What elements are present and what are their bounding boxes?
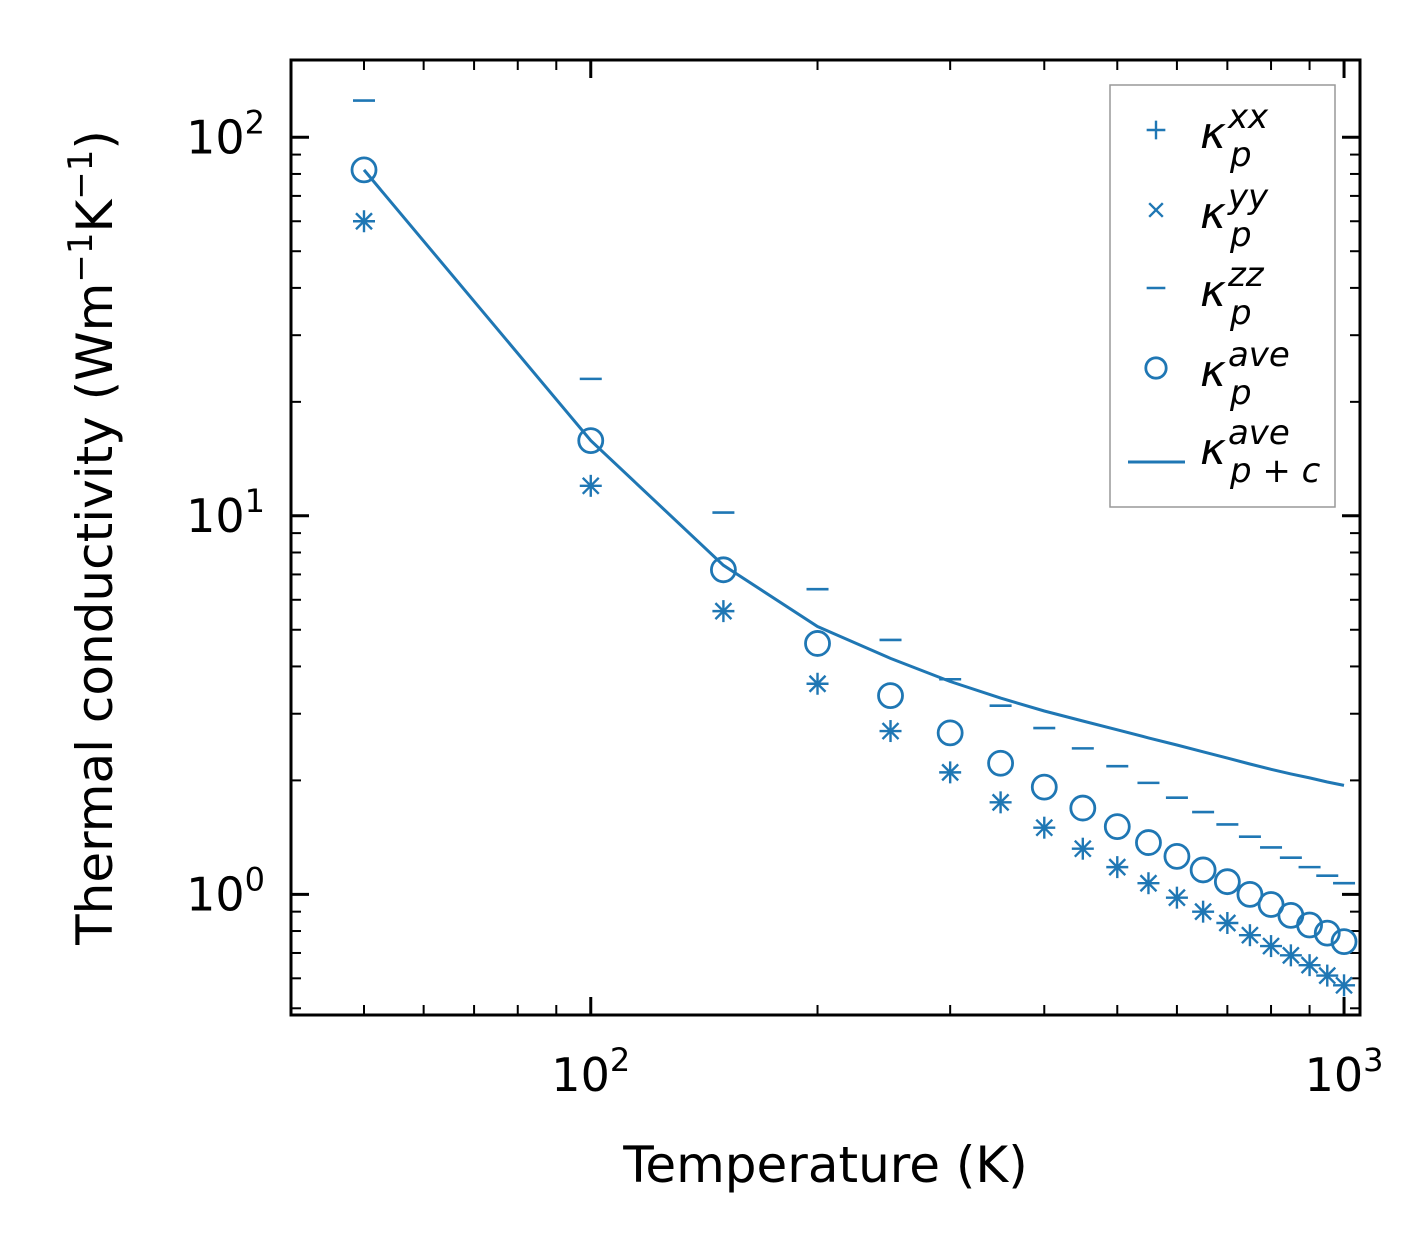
plot-frame (289, 58, 1362, 1017)
y-axis-title-exp1: −1 (61, 233, 101, 283)
point-kappa_p_yy (1168, 888, 1186, 907)
x-stroke-2 (1168, 888, 1186, 907)
legend-marker (1144, 356, 1168, 380)
y-tick-label: 100 (186, 860, 265, 921)
series-layer (350, 99, 1358, 997)
point-kappa_p_ave (1135, 829, 1162, 856)
y-axis-title-base: Thermal conductivity (Wm (66, 283, 124, 946)
x-stroke-2 (1139, 874, 1158, 893)
legend-label: κxx p (1200, 97, 1269, 175)
point-kappa_p_yy (1073, 839, 1092, 858)
legend-box (1109, 84, 1336, 508)
legend-label: κzz p (1200, 255, 1265, 333)
series-kappa_p_yy (355, 212, 1353, 995)
legend-entry: κxx p (1146, 97, 1269, 175)
point-kappa_p_ave (1213, 868, 1241, 896)
x-stroke-2 (881, 722, 900, 740)
point-kappa_p_yy (1108, 858, 1127, 876)
x-stroke-2 (1218, 914, 1237, 932)
point-kappa_p_yy (714, 602, 733, 620)
series-kappa_p_ave (350, 156, 1358, 956)
point-kappa_p_ave (804, 630, 831, 657)
legend-label: κave p (1200, 335, 1290, 413)
point-kappa_p_ave (1277, 901, 1305, 929)
point-kappa_p_ave (1296, 911, 1323, 939)
point-kappa_p_yy (581, 476, 600, 495)
x-stroke-2 (355, 212, 373, 231)
point-kappa_p_yy (1318, 966, 1337, 985)
x-tick-label: 103 (1305, 1041, 1384, 1102)
legend-label: κyy p (1200, 177, 1269, 255)
point-kappa_p_ave (350, 156, 378, 184)
point-kappa_p_yy (941, 763, 960, 782)
line-kappa_pc_ave (362, 168, 1345, 787)
series-kappa_p_zz (353, 99, 1356, 885)
x-stroke-2 (581, 476, 600, 495)
x-stroke-2 (714, 602, 733, 620)
series-kappa_pc_ave (362, 168, 1345, 787)
point-kappa_p_yy (1282, 946, 1300, 965)
x-stroke-2 (991, 793, 1010, 812)
point-kappa_p_yy (1300, 956, 1319, 975)
point-kappa_p_ave (936, 719, 964, 747)
point-kappa_p_ave (577, 427, 605, 455)
x-tick-label: 102 (551, 1041, 630, 1102)
x-stroke-2 (1035, 818, 1054, 837)
x-stroke-2 (1300, 956, 1319, 975)
y-axis-title-end: ) (66, 130, 124, 150)
legend-label: κave p + c (1200, 413, 1321, 491)
y-tick-label: 102 (186, 103, 265, 164)
point-kappa_p_yy (1035, 818, 1054, 837)
point-kappa_p_ave (1030, 773, 1058, 801)
point-kappa_p_yy (1241, 926, 1259, 945)
point-kappa_p_yy (808, 674, 827, 693)
legend-marker (1148, 202, 1164, 218)
x-stroke-2 (808, 674, 827, 693)
legend-entry: κzz p (1146, 255, 1265, 333)
x-stroke-2 (941, 763, 960, 782)
point-kappa_p_ave (710, 556, 737, 584)
x-stroke-2 (1108, 858, 1127, 876)
x-axis-title: Temperature (K) (622, 1136, 1027, 1194)
tick-labels: 102 103 100 101 102 (186, 103, 1383, 1102)
x-stroke-2 (1073, 839, 1092, 858)
legend-entry: κave p (1144, 335, 1290, 413)
point-kappa_p_ave (1189, 856, 1217, 884)
point-kappa_p_yy (991, 793, 1010, 812)
x-stroke-2 (1318, 966, 1337, 985)
x-stroke-2 (1241, 926, 1259, 945)
point-kappa_p_ave (1069, 794, 1097, 822)
point-kappa_p_yy (355, 212, 373, 231)
legend-marker (1146, 120, 1166, 140)
y-axis-title: Thermal conductivity (Wm−1K−1) (61, 130, 124, 946)
x-stroke-2 (1335, 976, 1353, 995)
point-kappa_p_ave (1103, 813, 1131, 840)
x-stroke-2 (1148, 202, 1164, 218)
point-kappa_p_yy (1218, 914, 1237, 932)
point-kappa_p_yy (1262, 937, 1280, 955)
point-kappa_p_ave (987, 749, 1014, 777)
point-kappa_p_ave (1330, 928, 1358, 956)
point-kappa_p_yy (1194, 902, 1212, 921)
minor-ticks (290, 60, 1360, 1015)
x-stroke-2 (1262, 937, 1280, 955)
point-kappa_p_yy (1139, 874, 1158, 893)
x-stroke-2 (1194, 902, 1212, 921)
point-kappa_p_ave (877, 682, 904, 709)
point-kappa_p_yy (1335, 976, 1353, 995)
y-tick-label: 101 (186, 482, 265, 543)
point-kappa_p_yy (881, 722, 900, 740)
point-kappa_p_ave (1313, 919, 1341, 947)
point-kappa_p_ave (1163, 842, 1191, 870)
major-ticks (291, 60, 1360, 1015)
y-axis-title-exp2: −1 (61, 150, 101, 200)
point-kappa_p_ave (1236, 880, 1264, 908)
y-axis-title-mid: K (66, 199, 124, 233)
legend-entry: κyy p (1148, 177, 1269, 255)
x-stroke-2 (1282, 946, 1300, 965)
legend-entry: κave p + c (1128, 413, 1321, 491)
